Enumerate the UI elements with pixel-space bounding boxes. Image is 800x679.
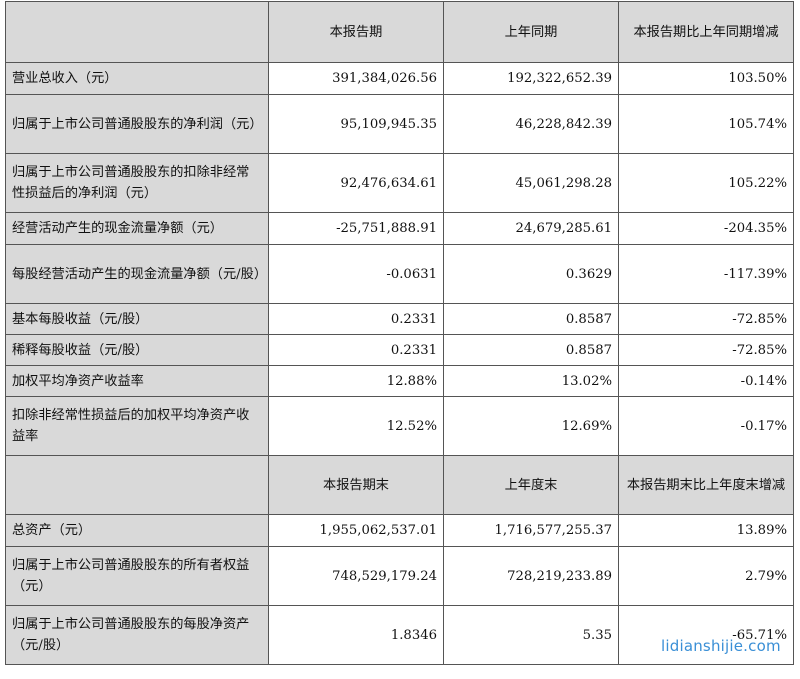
row-label: 归属于上市公司普通股股东的扣除非经常性损益后的净利润（元） bbox=[5, 153, 269, 213]
value-change: -65.71% bbox=[618, 605, 794, 665]
value-current: 1,955,062,537.01 bbox=[268, 514, 444, 547]
row-label: 营业总收入（元） bbox=[5, 62, 269, 95]
header-prior-period: 上年同期 bbox=[443, 1, 619, 63]
header-prior-year-end: 上年度末 bbox=[443, 455, 619, 515]
table-row: 加权平均净资产收益率 12.88% 13.02% -0.14% bbox=[5, 365, 794, 397]
row-label: 总资产（元） bbox=[5, 514, 269, 547]
row-label: 基本每股收益（元/股） bbox=[5, 303, 269, 335]
header-current-period: 本报告期 bbox=[268, 1, 444, 63]
value-prior: 12.69% bbox=[443, 396, 619, 456]
value-change: -204.35% bbox=[618, 212, 794, 245]
table-row: 归属于上市公司普通股股东的每股净资产（元/股） 1.8346 5.35 -65.… bbox=[5, 605, 794, 665]
value-change: -0.14% bbox=[618, 365, 794, 397]
value-change: -72.85% bbox=[618, 334, 794, 366]
value-prior: 0.3629 bbox=[443, 244, 619, 304]
value-prior: 5.35 bbox=[443, 605, 619, 665]
table-header-row: 本报告期 上年同期 本报告期比上年同期增减 bbox=[5, 1, 794, 63]
value-current: 92,476,634.61 bbox=[268, 153, 444, 213]
row-label: 稀释每股收益（元/股） bbox=[5, 334, 269, 366]
value-current: 12.52% bbox=[268, 396, 444, 456]
value-prior: 13.02% bbox=[443, 365, 619, 397]
subheader-corner-cell bbox=[5, 455, 269, 515]
value-current: 391,384,026.56 bbox=[268, 62, 444, 95]
value-change: 13.89% bbox=[618, 514, 794, 547]
value-current: 748,529,179.24 bbox=[268, 546, 444, 606]
row-label: 经营活动产生的现金流量净额（元） bbox=[5, 212, 269, 245]
value-current: 0.2331 bbox=[268, 334, 444, 366]
value-current: 12.88% bbox=[268, 365, 444, 397]
value-current: 95,109,945.35 bbox=[268, 94, 444, 154]
row-label: 归属于上市公司普通股股东的净利润（元） bbox=[5, 94, 269, 154]
row-label: 扣除非经常性损益后的加权平均净资产收益率 bbox=[5, 396, 269, 456]
value-change: 2.79% bbox=[618, 546, 794, 606]
value-current: -0.0631 bbox=[268, 244, 444, 304]
value-prior: 0.8587 bbox=[443, 303, 619, 335]
table-row: 基本每股收益（元/股） 0.2331 0.8587 -72.85% bbox=[5, 303, 794, 335]
value-change: 103.50% bbox=[618, 62, 794, 95]
value-change: 105.74% bbox=[618, 94, 794, 154]
header-year-end-change: 本报告期末比上年度末增减 bbox=[618, 455, 794, 515]
table-row: 归属于上市公司普通股股东的扣除非经常性损益后的净利润（元） 92,476,634… bbox=[5, 153, 794, 213]
table-row: 经营活动产生的现金流量净额（元） -25,751,888.91 24,679,2… bbox=[5, 212, 794, 245]
value-prior: 728,219,233.89 bbox=[443, 546, 619, 606]
value-change: -117.39% bbox=[618, 244, 794, 304]
table-row: 扣除非经常性损益后的加权平均净资产收益率 12.52% 12.69% -0.17… bbox=[5, 396, 794, 456]
table-row: 归属于上市公司普通股股东的所有者权益（元） 748,529,179.24 728… bbox=[5, 546, 794, 606]
table-row: 每股经营活动产生的现金流量净额（元/股） -0.0631 0.3629 -117… bbox=[5, 244, 794, 304]
value-current: 1.8346 bbox=[268, 605, 444, 665]
site-watermark: lidianshijie.com bbox=[661, 637, 781, 655]
value-prior: 0.8587 bbox=[443, 334, 619, 366]
value-change: -72.85% bbox=[618, 303, 794, 335]
table-subheader-row: 本报告期末 上年度末 本报告期末比上年度末增减 bbox=[5, 455, 794, 515]
table-row: 总资产（元） 1,955,062,537.01 1,716,577,255.37… bbox=[5, 514, 794, 547]
row-label: 归属于上市公司普通股股东的每股净资产（元/股） bbox=[5, 605, 269, 665]
value-prior: 1,716,577,255.37 bbox=[443, 514, 619, 547]
header-period-change: 本报告期比上年同期增减 bbox=[618, 1, 794, 63]
value-change: -0.17% bbox=[618, 396, 794, 456]
table-row: 归属于上市公司普通股股东的净利润（元） 95,109,945.35 46,228… bbox=[5, 94, 794, 154]
table-row: 营业总收入（元） 391,384,026.56 192,322,652.39 1… bbox=[5, 62, 794, 95]
value-current: -25,751,888.91 bbox=[268, 212, 444, 245]
row-label: 归属于上市公司普通股股东的所有者权益（元） bbox=[5, 546, 269, 606]
value-prior: 46,228,842.39 bbox=[443, 94, 619, 154]
row-label: 加权平均净资产收益率 bbox=[5, 365, 269, 397]
table-row: 稀释每股收益（元/股） 0.2331 0.8587 -72.85% bbox=[5, 334, 794, 366]
value-prior: 192,322,652.39 bbox=[443, 62, 619, 95]
value-current: 0.2331 bbox=[268, 303, 444, 335]
value-prior: 45,061,298.28 bbox=[443, 153, 619, 213]
header-period-end: 本报告期末 bbox=[268, 455, 444, 515]
value-change: 105.22% bbox=[618, 153, 794, 213]
row-label: 每股经营活动产生的现金流量净额（元/股） bbox=[5, 244, 269, 304]
header-corner-cell bbox=[5, 1, 269, 63]
value-prior: 24,679,285.61 bbox=[443, 212, 619, 245]
financial-summary-table: 本报告期 上年同期 本报告期比上年同期增减 营业总收入（元） 391,384,0… bbox=[5, 1, 794, 665]
